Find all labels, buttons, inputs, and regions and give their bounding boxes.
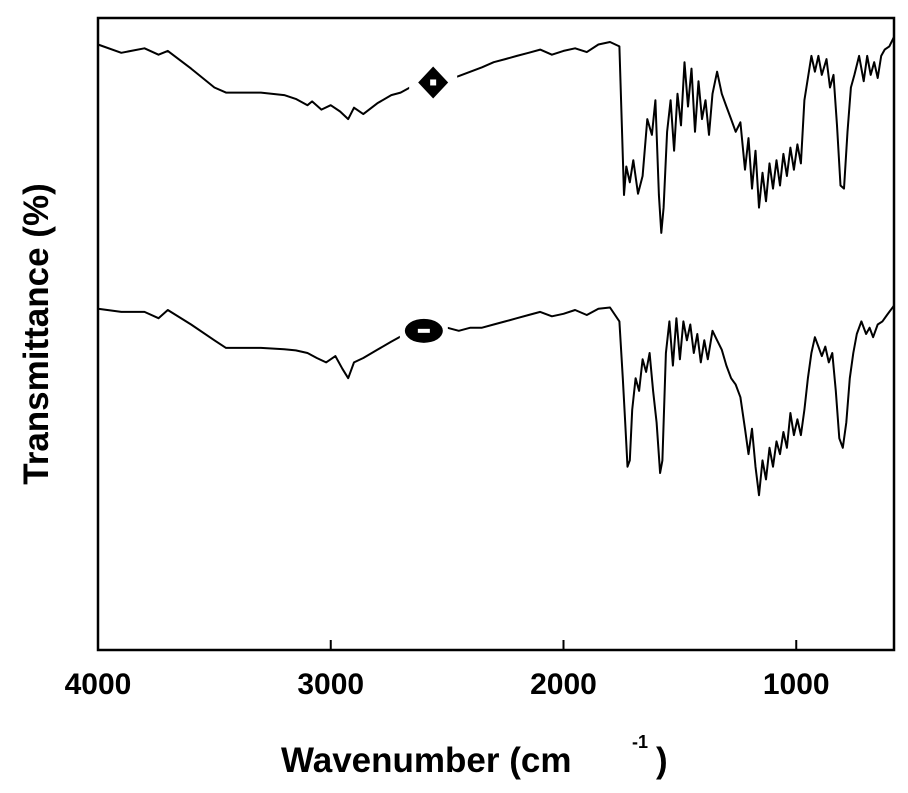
x-tick-label-3000: 3000: [297, 668, 364, 701]
series-line-2: [97, 305, 895, 497]
x-tick-label-2000: 2000: [530, 668, 597, 701]
diamond-marker-hole: [430, 79, 437, 86]
circle-marker-hole: [417, 328, 430, 333]
x-axis-ticks: 4000 3000 2000 1000: [65, 640, 830, 701]
x-axis-title: Wavenumber (cm: [281, 741, 571, 780]
x-axis-title-superscript: -1: [632, 732, 648, 752]
plot-frame: [96, 16, 896, 652]
series-layer: [97, 36, 895, 497]
x-tick-label-1000: 1000: [763, 668, 830, 701]
y-axis-title: Transmittance (%): [17, 183, 56, 484]
x-axis-title-close: ): [656, 741, 668, 780]
x-tick-label-4000: 4000: [65, 668, 132, 701]
series-line-1: [97, 36, 895, 234]
marker-layer: [399, 60, 458, 353]
